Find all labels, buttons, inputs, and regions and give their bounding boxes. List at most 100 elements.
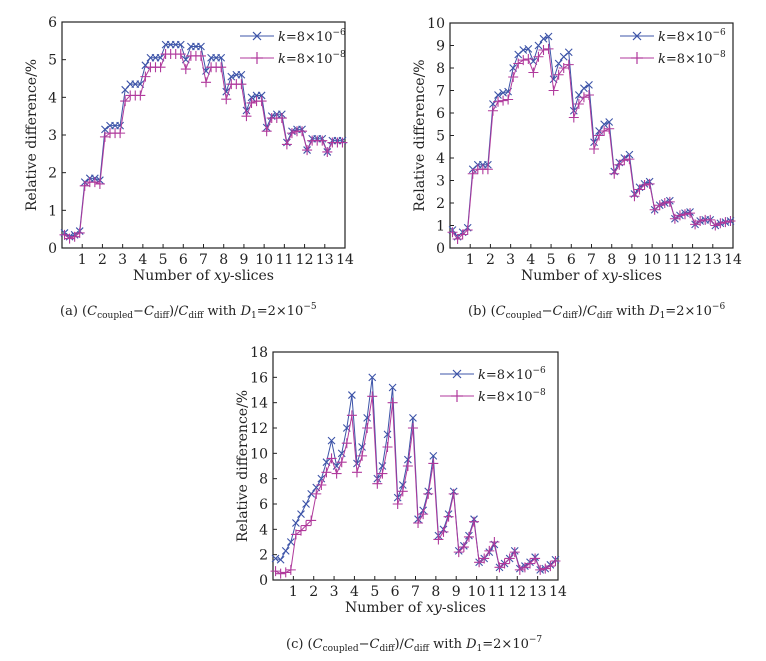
panel-caption: (a) (Ccoupled−Cdiff)/Cdiff with D1=2×10−… [60,302,317,321]
data-point [227,72,236,81]
legend-marker [452,369,462,379]
x-axis-label-part: Number of [133,268,214,284]
caption-part: diff [188,311,204,321]
data-point [275,568,286,579]
y-tick-label: 6 [259,497,268,513]
caption-part: C [404,637,414,652]
caption-part: diff [562,311,578,321]
data-point [237,70,246,79]
x-tick-label: 6 [567,252,576,268]
x-axis-label-part: xy [602,268,619,284]
caption-part: −7 [529,635,543,645]
x-tick-label: 1 [78,252,87,268]
data-point [504,553,515,564]
y-tick-label: 16 [250,370,268,386]
data-point [649,204,660,215]
data-point [614,159,625,170]
data-point [519,46,528,54]
series-line [64,53,343,240]
x-tick-label: 14 [336,252,354,268]
caption-part: )/ [394,637,404,652]
data-point [336,457,347,468]
y-tick-label: 8 [259,472,268,488]
y-tick-label: 1 [436,219,445,235]
series-k8 [59,49,348,244]
y-tick-label: 10 [250,446,268,462]
x-tick-label: 7 [587,252,596,268]
caption-part: =2×10 [665,304,712,319]
data-point [549,75,558,84]
data-point [322,146,333,157]
data-point [392,499,403,509]
x-tick-label: 6 [391,584,400,600]
data-point [634,184,645,195]
x-tick-label: 2 [486,252,495,268]
data-point [594,130,605,141]
data-point [685,208,696,219]
data-point [493,96,504,107]
data-point [286,538,295,546]
data-point [433,534,444,545]
y-tick-label: 4 [436,151,445,167]
data-point [600,120,609,129]
data-point [654,200,665,211]
data-point [307,489,316,498]
data-point [398,481,407,489]
data-point [447,227,458,238]
x-tick-label: 3 [118,252,127,268]
data-point [201,77,212,88]
data-point [140,71,151,82]
panel-caption: (b) (Ccoupled−Cdiff)/Cdiff with D1=2×10−… [468,302,725,321]
y-tick-label: 0 [436,241,445,257]
data-point [141,61,150,70]
data-point [290,529,301,540]
data-point [271,554,280,563]
data-point [524,44,533,53]
data-point [484,545,495,556]
data-point [222,87,231,96]
data-point [74,227,85,238]
caption-part: )/ [169,304,179,319]
data-point [382,442,393,452]
legend-label: k=8×10−8 [478,388,546,405]
data-point [443,511,454,522]
y-tick-label: 3 [48,128,57,144]
data-point [270,566,281,577]
caption-part: 1 [251,311,257,321]
y-tick-label: 0 [48,241,57,257]
caption-part: )/ [578,304,588,319]
data-point [499,558,510,569]
data-point [306,515,317,526]
data-point [545,561,556,572]
data-point [469,516,480,527]
y-tick-label: 2 [436,196,445,212]
data-point [321,467,332,478]
y-tick-label: 2 [259,548,268,564]
caption-part: coupled [97,311,133,321]
legend-k: k [658,52,666,67]
data-point [568,112,579,123]
data-point [116,121,125,130]
data-point [236,79,247,90]
x-axis-label-part: -slices [442,600,486,616]
data-point [302,145,313,156]
x-tick-label: 8 [431,584,440,600]
x-tick-label: 5 [547,252,556,268]
data-point [347,391,356,399]
data-point [644,178,655,189]
data-point [544,32,553,41]
y-axis-label: Relative difference/% [235,390,251,542]
data-point [690,219,701,230]
caption-part: diff [379,644,395,654]
legend-exponent: −8 [533,388,547,398]
data-point [297,510,305,519]
data-point [180,64,191,75]
data-point [311,488,322,499]
data-point [494,91,502,99]
data-point [538,45,549,55]
legend-exponent: −8 [333,50,347,60]
data-point [535,564,546,575]
x-tick-label: 14 [549,584,567,600]
data-point [276,555,285,564]
